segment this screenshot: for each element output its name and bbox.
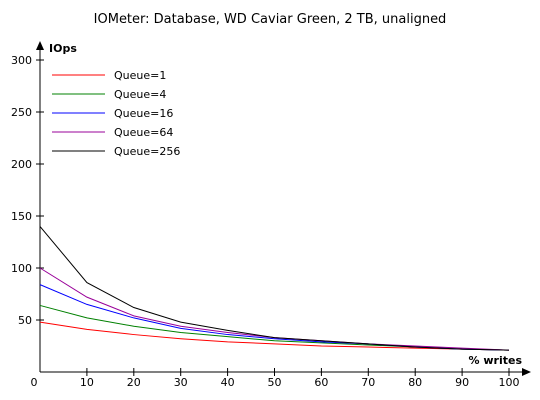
x-tick-label: 90 bbox=[455, 376, 469, 389]
chart-title: IOMeter: Database, WD Caviar Green, 2 TB… bbox=[94, 12, 447, 27]
x-tick-label: 70 bbox=[361, 376, 375, 389]
x-tick-label: 0 bbox=[31, 376, 38, 389]
y-axis-label: IOps bbox=[49, 42, 77, 55]
legend: Queue=1 Queue=4 Queue=16 Queue=64 Queue=256 bbox=[52, 69, 180, 158]
x-tick-label: 20 bbox=[127, 376, 141, 389]
y-tick-label: 150 bbox=[11, 210, 32, 223]
x-tick-label: 10 bbox=[80, 376, 94, 389]
x-axis-arrow bbox=[522, 368, 531, 376]
plot-area: 50 100 150 200 250 300 0 10 20 30 40 50 60 70 80 90 100 bbox=[11, 41, 531, 389]
y-tick-label: 200 bbox=[11, 158, 32, 171]
x-tick-label: 50 bbox=[268, 376, 282, 389]
legend-label: Queue=64 bbox=[114, 126, 173, 139]
y-tick-label: 100 bbox=[11, 262, 32, 275]
x-tick-label: 30 bbox=[174, 376, 188, 389]
legend-label: Queue=1 bbox=[114, 69, 166, 82]
x-tick-label: 100 bbox=[499, 376, 520, 389]
legend-label: Queue=256 bbox=[114, 145, 180, 158]
x-tick-label: 80 bbox=[408, 376, 422, 389]
y-tick-label: 300 bbox=[11, 54, 32, 67]
legend-label: Queue=4 bbox=[114, 88, 166, 101]
x-axis-label: % writes bbox=[469, 354, 523, 367]
series-line-queue-1 bbox=[39, 321, 510, 351]
y-tick-label: 50 bbox=[18, 314, 32, 327]
x-tick-label: 40 bbox=[221, 376, 235, 389]
legend-label: Queue=16 bbox=[114, 107, 173, 120]
series-line-queue-256 bbox=[39, 226, 510, 351]
y-axis-arrow bbox=[36, 41, 44, 50]
x-tick-label: 60 bbox=[314, 376, 328, 389]
y-tick-label: 250 bbox=[11, 106, 32, 119]
